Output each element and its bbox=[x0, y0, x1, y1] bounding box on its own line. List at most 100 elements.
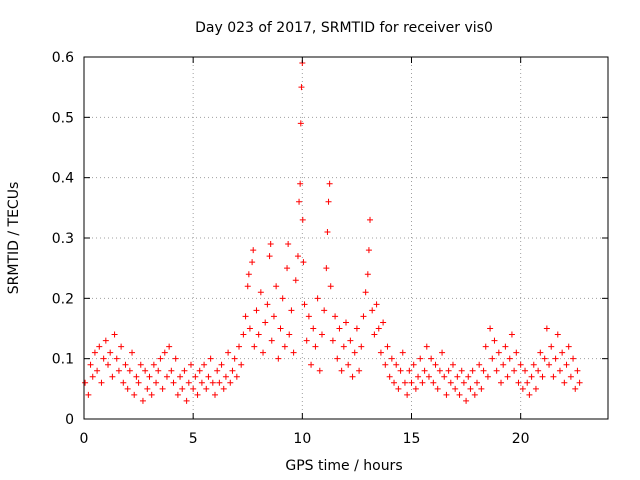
data-point bbox=[218, 361, 225, 368]
data-point bbox=[548, 343, 555, 350]
data-point bbox=[142, 367, 149, 374]
data-point bbox=[253, 307, 260, 314]
data-point bbox=[174, 391, 181, 398]
data-point bbox=[316, 367, 323, 374]
data-point bbox=[286, 331, 293, 338]
data-point bbox=[194, 391, 201, 398]
y-tick-label: 0.1 bbox=[52, 352, 74, 368]
data-point bbox=[471, 391, 478, 398]
data-point bbox=[98, 379, 105, 386]
data-point bbox=[458, 367, 465, 374]
data-point bbox=[417, 355, 424, 362]
data-point bbox=[537, 349, 544, 356]
data-point bbox=[159, 385, 166, 392]
data-point bbox=[489, 355, 496, 362]
data-point bbox=[126, 367, 133, 374]
data-point bbox=[362, 289, 369, 296]
data-point bbox=[502, 343, 509, 350]
data-point bbox=[404, 391, 411, 398]
data-point bbox=[443, 391, 450, 398]
data-point bbox=[574, 367, 581, 374]
data-point bbox=[198, 379, 205, 386]
x-tick-label: 10 bbox=[293, 431, 311, 447]
data-point bbox=[439, 349, 446, 356]
data-point bbox=[349, 373, 356, 380]
data-point bbox=[524, 379, 531, 386]
data-point bbox=[460, 379, 467, 386]
data-point bbox=[107, 349, 114, 356]
data-point bbox=[148, 391, 155, 398]
data-point bbox=[371, 331, 378, 338]
data-point bbox=[504, 373, 511, 380]
data-point bbox=[312, 343, 319, 350]
data-point bbox=[469, 367, 476, 374]
y-axis-label: SRMTID / TECUs bbox=[6, 182, 22, 295]
data-point bbox=[419, 379, 426, 386]
data-point bbox=[480, 367, 487, 374]
data-point bbox=[430, 379, 437, 386]
data-point bbox=[428, 355, 435, 362]
data-point bbox=[567, 373, 574, 380]
data-point bbox=[168, 367, 175, 374]
data-point bbox=[513, 349, 520, 356]
data-point bbox=[334, 355, 341, 362]
data-point bbox=[351, 349, 358, 356]
data-point bbox=[113, 355, 120, 362]
data-point bbox=[375, 325, 382, 332]
data-point bbox=[207, 355, 214, 362]
data-point bbox=[345, 361, 352, 368]
x-tick-label: 20 bbox=[512, 431, 530, 447]
data-point bbox=[552, 355, 559, 362]
data-point bbox=[294, 253, 301, 260]
data-point bbox=[303, 337, 310, 344]
data-point bbox=[559, 349, 566, 356]
data-point bbox=[299, 216, 306, 223]
data-point bbox=[297, 180, 304, 187]
data-point bbox=[318, 331, 325, 338]
data-point bbox=[146, 373, 153, 380]
data-point bbox=[82, 379, 89, 386]
data-point bbox=[284, 265, 291, 272]
data-point bbox=[517, 361, 524, 368]
data-point bbox=[238, 361, 245, 368]
data-point bbox=[150, 361, 157, 368]
data-point bbox=[535, 367, 542, 374]
data-point bbox=[445, 367, 452, 374]
data-point bbox=[463, 397, 470, 404]
data-point bbox=[135, 379, 142, 386]
data-point bbox=[347, 337, 354, 344]
x-tick-label: 15 bbox=[403, 431, 421, 447]
data-point bbox=[324, 228, 331, 235]
data-point bbox=[155, 367, 162, 374]
data-point bbox=[240, 331, 247, 338]
data-point bbox=[298, 84, 305, 91]
data-point bbox=[245, 271, 252, 278]
data-point bbox=[273, 283, 280, 290]
data-point bbox=[166, 343, 173, 350]
data-point bbox=[220, 385, 227, 392]
data-point bbox=[190, 385, 197, 392]
data-point bbox=[532, 385, 539, 392]
data-point bbox=[570, 355, 577, 362]
data-point bbox=[493, 367, 500, 374]
data-point bbox=[454, 373, 461, 380]
data-point bbox=[434, 385, 441, 392]
data-point bbox=[554, 331, 561, 338]
data-point bbox=[360, 313, 367, 320]
data-point bbox=[124, 385, 131, 392]
data-point bbox=[314, 295, 321, 302]
data-point bbox=[133, 373, 140, 380]
data-point bbox=[541, 355, 548, 362]
data-point bbox=[300, 259, 307, 266]
data-point bbox=[550, 373, 557, 380]
data-point bbox=[506, 355, 513, 362]
data-point bbox=[105, 361, 112, 368]
data-point bbox=[181, 367, 188, 374]
data-point bbox=[412, 385, 419, 392]
data-point bbox=[449, 361, 456, 368]
y-tick-label: 0.5 bbox=[52, 110, 74, 126]
data-point bbox=[255, 331, 262, 338]
grid bbox=[84, 57, 608, 419]
data-point bbox=[161, 349, 168, 356]
data-point bbox=[270, 313, 277, 320]
